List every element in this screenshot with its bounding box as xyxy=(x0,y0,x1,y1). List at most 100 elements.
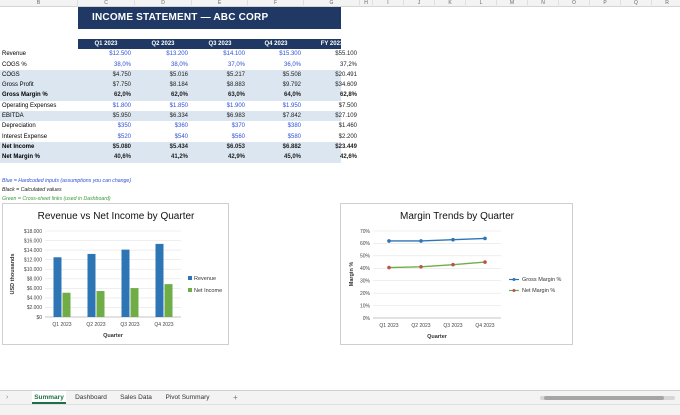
legend-note-black: Black = Calculated values xyxy=(2,187,62,193)
y-tick-label: $6.000 xyxy=(27,286,43,292)
column-header[interactable]: O xyxy=(559,0,590,7)
table-cell[interactable]: $2.200 xyxy=(338,133,357,140)
column-header-cell: FY 2023 xyxy=(320,41,344,47)
row-label[interactable]: COGS xyxy=(2,71,20,78)
revenue-net-income-chart[interactable]: Revenue vs Net Income by Quarter $0 $2.000… xyxy=(2,203,229,345)
table-cell[interactable]: $34.609 xyxy=(335,82,357,89)
status-bar xyxy=(0,404,680,415)
scrollbar-thumb[interactable] xyxy=(544,396,664,400)
column-header[interactable]: Q xyxy=(621,0,652,7)
table-cell[interactable]: $540 xyxy=(174,133,188,140)
table-cell[interactable]: $15.300 xyxy=(279,51,301,58)
table-cell[interactable]: $7.750 xyxy=(112,82,131,89)
table-cell[interactable]: 38,0% xyxy=(170,61,188,68)
column-header[interactable]: C xyxy=(78,0,135,7)
table-cell[interactable]: $12.500 xyxy=(109,51,131,58)
table-cell[interactable]: 36,0% xyxy=(283,61,301,68)
row-label[interactable]: Interest Expense xyxy=(2,133,48,140)
table-cell[interactable]: $1.460 xyxy=(338,123,357,130)
table-cell[interactable]: $6.053 xyxy=(226,143,245,150)
table-cell[interactable]: $5.080 xyxy=(112,143,131,150)
table-cell[interactable]: $350 xyxy=(117,123,131,130)
table-cell[interactable]: $560 xyxy=(231,133,245,140)
table-cell[interactable]: 40,6% xyxy=(113,154,131,161)
column-header[interactable]: P xyxy=(590,0,621,7)
table-cell[interactable]: $6.334 xyxy=(169,113,188,120)
column-header[interactable]: R xyxy=(652,0,680,7)
row-label[interactable]: Gross Margin % xyxy=(2,92,48,99)
table-cell[interactable]: 41,2% xyxy=(170,154,188,161)
table-cell[interactable]: $27.109 xyxy=(335,113,357,120)
table-cell[interactable]: $23.449 xyxy=(335,143,357,150)
table-cell[interactable]: $5.016 xyxy=(169,71,188,78)
table-cell[interactable]: 38,0% xyxy=(113,61,131,68)
table-cell[interactable]: 63,0% xyxy=(227,92,245,99)
table-cell[interactable]: $13.200 xyxy=(166,51,188,58)
add-sheet-button[interactable]: + xyxy=(233,393,238,402)
table-cell[interactable]: $55.100 xyxy=(335,51,357,58)
table-cell[interactable]: $14.100 xyxy=(223,51,245,58)
table-cell[interactable]: $8.184 xyxy=(169,82,188,89)
column-header[interactable]: L xyxy=(466,0,497,7)
table-cell[interactable]: $370 xyxy=(231,123,245,130)
column-header[interactable]: K xyxy=(435,0,466,7)
row-label[interactable]: Depreciation xyxy=(2,123,36,130)
sheet-nav-icon[interactable]: › xyxy=(6,394,9,401)
table-cell[interactable]: 42,9% xyxy=(227,154,245,161)
table-cell[interactable]: $580 xyxy=(287,133,301,140)
column-header[interactable]: D xyxy=(135,0,192,7)
table-cell[interactable]: 42,6% xyxy=(339,154,357,161)
table-cell[interactable]: $6.983 xyxy=(226,113,245,120)
table-cell[interactable]: $1.850 xyxy=(169,102,188,109)
column-header[interactable]: M xyxy=(497,0,528,7)
y-tick-label: 30% xyxy=(360,279,371,285)
table-cell[interactable]: 64,0% xyxy=(283,92,301,99)
table-cell[interactable]: 45,0% xyxy=(283,154,301,161)
table-cell[interactable]: $20.491 xyxy=(335,71,357,78)
tab-sales-data[interactable]: Sales Data xyxy=(120,394,152,401)
row-label[interactable]: Operating Expenses xyxy=(2,102,57,109)
table-cell[interactable]: $5.217 xyxy=(226,71,245,78)
table-cell[interactable]: $1.950 xyxy=(282,102,301,109)
tab-summary[interactable]: Summary xyxy=(32,391,66,404)
column-header[interactable]: E xyxy=(192,0,248,7)
row-label[interactable]: Gross Profit xyxy=(2,82,34,89)
net-margin-line xyxy=(388,261,486,269)
column-header[interactable]: G xyxy=(304,0,360,7)
table-cell[interactable]: 37,2% xyxy=(339,61,357,68)
table-cell[interactable]: $5.950 xyxy=(112,113,131,120)
margin-trends-chart[interactable]: Margin Trends by Quarter 0% 10% 20% 30% 40% 50… xyxy=(340,203,573,345)
table-cell[interactable]: $7.842 xyxy=(282,113,301,120)
table-cell[interactable]: $4.750 xyxy=(112,71,131,78)
column-header[interactable]: B xyxy=(0,0,78,7)
tab-dashboard[interactable]: Dashboard xyxy=(75,394,107,401)
table-cell[interactable]: 62,0% xyxy=(113,92,131,99)
column-header[interactable]: F xyxy=(248,0,304,7)
row-label[interactable]: EBITDA xyxy=(2,113,24,120)
row-label[interactable]: Net Income xyxy=(2,143,35,150)
table-cell[interactable]: $6.882 xyxy=(282,143,301,150)
column-header[interactable]: J xyxy=(404,0,435,7)
table-cell[interactable]: $520 xyxy=(117,133,131,140)
table-cell[interactable]: $7.500 xyxy=(338,102,357,109)
table-cell[interactable]: $9.792 xyxy=(282,82,301,89)
table-cell[interactable]: 62,0% xyxy=(170,92,188,99)
row-label[interactable]: Revenue xyxy=(2,51,27,58)
tab-pivot-summary[interactable]: Pivot Summary xyxy=(165,394,210,401)
table-cell[interactable]: $380 xyxy=(287,123,301,130)
table-cell[interactable]: $1.900 xyxy=(226,102,245,109)
table-cell[interactable]: 37,0% xyxy=(227,61,245,68)
row-label[interactable]: Net Margin % xyxy=(2,154,41,161)
row-label[interactable]: COGS % xyxy=(2,61,27,68)
table-row: Gross Profit $7.750 $8.184 $8.883 $9.792 $34.… xyxy=(0,80,357,91)
column-header[interactable]: I xyxy=(373,0,404,7)
table-cell[interactable]: $8.883 xyxy=(226,82,245,89)
table-cell[interactable]: $1.800 xyxy=(112,102,131,109)
column-header[interactable]: H xyxy=(360,0,373,7)
table-cell[interactable]: $360 xyxy=(174,123,188,130)
table-cell[interactable]: $5.434 xyxy=(169,143,188,150)
table-cell[interactable]: $5.508 xyxy=(282,71,301,78)
horizontal-scrollbar[interactable] xyxy=(540,396,675,400)
table-cell[interactable]: 62,8% xyxy=(339,92,357,99)
column-header[interactable]: N xyxy=(528,0,559,7)
